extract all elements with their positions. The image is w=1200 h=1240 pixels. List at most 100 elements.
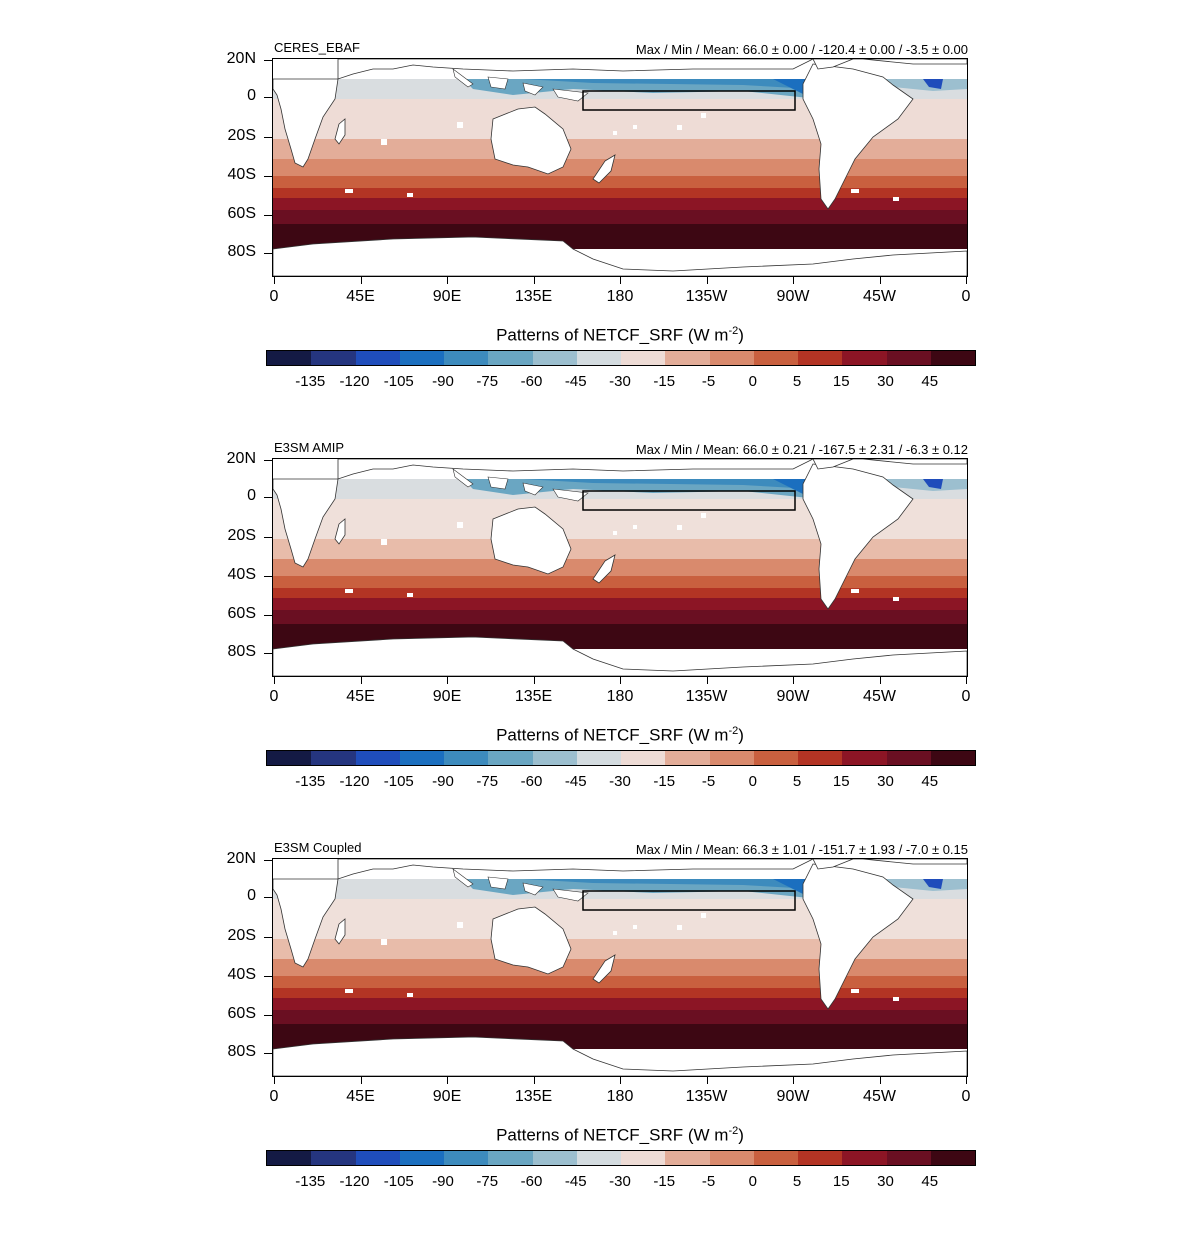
lon-tick-label: 135W xyxy=(685,688,728,705)
colorbar-swatch xyxy=(798,1151,843,1165)
lat-tick xyxy=(264,653,272,654)
lon-tick xyxy=(274,1076,275,1084)
colorbar-swatch xyxy=(311,751,356,765)
lat-tick xyxy=(264,937,272,938)
lon-tick xyxy=(706,276,708,284)
colorbar-label: -30 xyxy=(609,373,631,390)
lat-tick-label: 80S xyxy=(227,243,256,260)
lat-tick xyxy=(264,253,272,254)
lon-tick-label: 90W xyxy=(776,1088,810,1105)
colorbar-label: -15 xyxy=(653,773,676,790)
lon-tick-label: 0 xyxy=(269,688,279,705)
colorbar-label: -60 xyxy=(520,373,543,390)
lat-tick xyxy=(264,976,272,977)
lat-tick-label: 0 xyxy=(247,887,256,904)
lat-tick-label: 80S xyxy=(227,643,256,660)
colorbar-swatch xyxy=(886,351,931,365)
colorbar-label: 30 xyxy=(877,373,894,390)
colorbar-swatch xyxy=(709,351,754,365)
lon-tick xyxy=(620,276,621,284)
colorbar-label: -60 xyxy=(520,1173,543,1190)
colorbar-swatch xyxy=(930,751,975,765)
colorbar-swatch xyxy=(753,351,798,365)
colorbar-label: 45 xyxy=(921,1173,939,1190)
lon-tick xyxy=(793,676,794,684)
colorbar-label: -120 xyxy=(339,1173,370,1190)
lat-tick-label: 0 xyxy=(247,487,256,504)
lat-tick xyxy=(264,615,272,616)
lon-tick-label: 180 xyxy=(606,1088,634,1105)
map-panel-2: E3SM AMIP Max / Min / Mean: 66.0 ± 0.21 … xyxy=(0,440,1200,840)
colorbar-label: -105 xyxy=(383,373,414,390)
lon-tick xyxy=(274,676,275,684)
lat-tick-label: 60S xyxy=(227,1005,256,1022)
lon-tick xyxy=(533,1076,535,1084)
lat-tick xyxy=(264,460,272,461)
colorbar-swatch xyxy=(621,1151,666,1165)
lon-tick-label: 90E xyxy=(432,1088,462,1105)
colorbar-swatch xyxy=(444,751,489,765)
lat-tick-label: 40S xyxy=(227,566,256,583)
colorbar-label: -120 xyxy=(339,773,370,790)
lat-tick-label: 20S xyxy=(227,527,256,544)
colorbar-label: -5 xyxy=(701,773,716,790)
lon-tick-label: 180 xyxy=(606,288,634,305)
colorbar-swatch xyxy=(444,1151,489,1165)
colorbar-label: 5 xyxy=(792,773,802,790)
nino-box xyxy=(582,90,796,111)
lon-tick xyxy=(966,676,967,684)
colorbar-label: 45 xyxy=(921,373,939,390)
nino-box xyxy=(582,490,796,511)
colorbar-label: -90 xyxy=(432,373,454,390)
colorbar-label: -45 xyxy=(564,373,587,390)
map-plot-area xyxy=(272,458,968,677)
colorbar-swatch xyxy=(311,1151,356,1165)
lon-tick-label: 0 xyxy=(269,1088,279,1105)
lat-tick-label: 20N xyxy=(226,850,256,867)
panel-stats: Max / Min / Mean: 66.0 ± 0.21 / -167.5 ±… xyxy=(635,442,968,457)
lon-tick xyxy=(966,276,967,284)
panel-title: CERES_EBAF xyxy=(274,40,360,55)
lat-tick-label: 80S xyxy=(227,1043,256,1060)
lon-tick-label: 45E xyxy=(346,688,375,705)
lon-tick-label: 135E xyxy=(514,288,553,305)
colorbar-swatch xyxy=(311,351,356,365)
lon-tick xyxy=(966,1076,967,1084)
colorbar-swatch xyxy=(665,751,710,765)
lon-tick xyxy=(793,276,794,284)
colorbar xyxy=(266,1150,976,1166)
colorbar-label: -135 xyxy=(295,373,326,390)
lon-tick xyxy=(360,1076,362,1084)
lon-tick-label: 90E xyxy=(432,288,462,305)
colorbar-swatch xyxy=(576,751,621,765)
colorbar-swatch xyxy=(267,1151,312,1165)
lon-tick-label: 45E xyxy=(346,288,375,305)
colorbar-swatch xyxy=(355,1151,400,1165)
colorbar-swatch xyxy=(665,1151,710,1165)
colorbar-label: 5 xyxy=(792,373,802,390)
lon-tick xyxy=(879,1076,881,1084)
colorbar-label: -120 xyxy=(339,373,370,390)
colorbar-label: -15 xyxy=(653,1173,676,1190)
colorbar-label: -105 xyxy=(383,1173,414,1190)
colorbar-swatch xyxy=(798,351,843,365)
colorbar-label: -75 xyxy=(476,773,499,790)
colorbar-swatch xyxy=(532,351,577,365)
colorbar-label: 45 xyxy=(921,773,939,790)
lon-tick xyxy=(533,276,535,284)
colorbar-label: 30 xyxy=(877,773,894,790)
colorbar-label: -30 xyxy=(609,773,631,790)
colorbar-label: 0 xyxy=(748,373,757,390)
map-plot-area xyxy=(272,58,968,277)
colorbar-label: -5 xyxy=(701,373,716,390)
nino-box xyxy=(582,890,796,911)
panel-stats: Max / Min / Mean: 66.3 ± 1.01 / -151.7 ±… xyxy=(635,842,968,857)
lon-tick-label: 45W xyxy=(863,688,896,705)
colorbar-label: 15 xyxy=(832,373,850,390)
colorbar-title: Patterns of NETCF_SRF (W m-2) xyxy=(496,725,744,745)
colorbar-swatch xyxy=(488,351,533,365)
colorbar-label: -15 xyxy=(653,373,676,390)
panel-stats: Max / Min / Mean: 66.0 ± 0.00 / -120.4 ±… xyxy=(635,42,968,57)
colorbar-label: 15 xyxy=(832,1173,850,1190)
lat-tick-label: 20S xyxy=(227,127,256,144)
